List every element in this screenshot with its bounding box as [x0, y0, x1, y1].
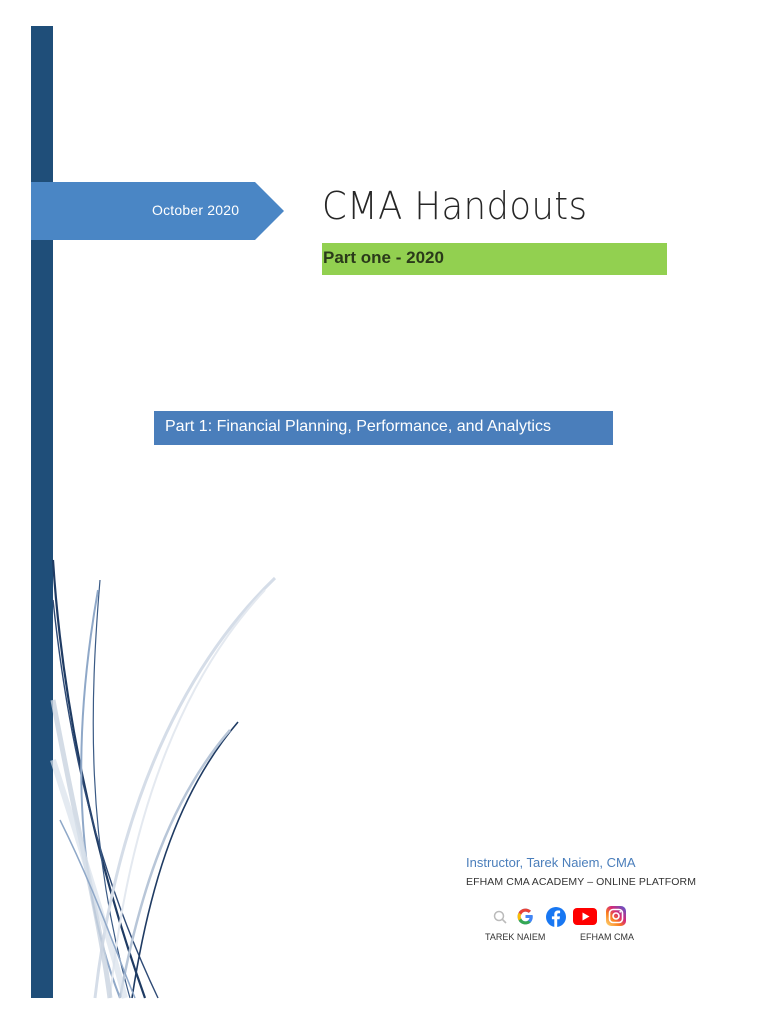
decorative-swoosh: [50, 559, 277, 999]
subtitle-highlight: Part one - 2020: [322, 243, 667, 275]
youtube-icon[interactable]: [573, 908, 597, 925]
google-icon[interactable]: [515, 906, 536, 927]
instagram-icon[interactable]: [606, 906, 626, 926]
instructor-name: Instructor, Tarek Naiem, CMA: [466, 855, 636, 870]
sidebar-bar: [31, 26, 53, 998]
handle-tarek-naiem: TAREK NAIEM: [485, 932, 546, 942]
subtitle-text: Part one - 2020: [323, 248, 444, 267]
part-title-text: Part 1: Financial Planning, Performance,…: [165, 418, 551, 435]
search-icon[interactable]: [492, 909, 508, 925]
social-icons: [490, 905, 640, 929]
date-text: October 2020: [152, 202, 240, 218]
facebook-icon[interactable]: [545, 906, 567, 928]
page-title: CMA Handouts: [322, 184, 588, 228]
academy-name: EFHAM CMA ACADEMY – ONLINE PLATFORM: [466, 876, 697, 888]
part-title-box: Part 1: Financial Planning, Performance,…: [154, 411, 613, 445]
handle-efham-cma: EFHAM CMA: [580, 932, 634, 942]
date-banner: October 2020: [31, 182, 284, 240]
date-banner-arrow: [31, 182, 284, 240]
